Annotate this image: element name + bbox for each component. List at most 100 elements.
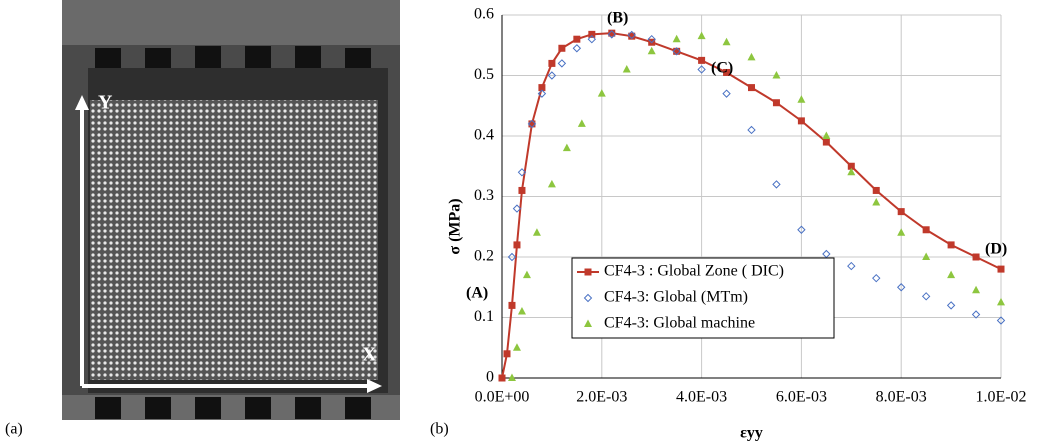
data-point	[562, 143, 571, 152]
data-point	[627, 30, 636, 40]
x-axis-label: εyy	[740, 425, 763, 442]
data-point	[922, 226, 930, 234]
data-point	[513, 241, 521, 249]
data-point	[896, 283, 906, 292]
data-point	[527, 119, 537, 129]
x-tick-label: 1.0E-02	[975, 389, 1026, 406]
data-point	[507, 252, 517, 262]
data-point	[522, 270, 531, 279]
data-point	[572, 44, 582, 53]
data-point	[972, 285, 981, 294]
data-point	[822, 138, 830, 146]
legend-marker	[584, 268, 592, 276]
data-point	[587, 34, 597, 44]
x-tick-label: 4.0E-03	[676, 389, 727, 406]
data-point	[847, 261, 856, 271]
data-point	[872, 186, 880, 194]
data-point	[588, 30, 596, 38]
data-point	[548, 59, 556, 67]
data-point	[573, 35, 581, 43]
data-point	[797, 225, 806, 234]
data-point	[537, 89, 547, 98]
data-point	[947, 270, 956, 279]
data-point	[672, 34, 681, 43]
data-point	[772, 180, 781, 189]
data-point	[847, 167, 856, 176]
series-line	[501, 32, 1002, 379]
data-point	[538, 84, 546, 92]
data-point	[947, 241, 955, 249]
data-point	[722, 89, 731, 98]
data-point	[697, 31, 706, 40]
x-tick-label: 0.0E+00	[475, 389, 530, 406]
annotation: (B)	[607, 10, 628, 27]
y-axis-label: σ (MPa)	[447, 198, 464, 254]
photo-axis-label: Y	[98, 92, 113, 114]
x-tick-label: 2.0E-03	[576, 389, 627, 406]
legend-label: CF4-3: Global (MTm)	[604, 289, 748, 306]
data-point	[946, 301, 956, 310]
photo-axis-label: X	[362, 344, 377, 366]
data-point	[748, 84, 755, 92]
data-point	[647, 46, 656, 55]
data-point	[698, 56, 706, 64]
data-point	[498, 374, 506, 382]
y-tick-label: 0.1	[474, 308, 494, 325]
data-point	[622, 64, 631, 73]
data-point	[608, 29, 616, 37]
data-point	[723, 68, 731, 76]
data-point	[872, 273, 881, 283]
data-point	[872, 198, 881, 206]
data-point	[557, 59, 567, 68]
data-point	[672, 47, 681, 56]
data-point	[772, 71, 781, 79]
annotation: (D)	[985, 241, 1007, 258]
data-point	[507, 373, 516, 381]
data-point	[597, 89, 606, 97]
data-point	[673, 47, 681, 55]
data-point	[772, 99, 780, 107]
data-point	[518, 186, 526, 194]
y-tick-label: 0.3	[474, 187, 494, 204]
data-point	[897, 208, 905, 216]
data-point	[547, 71, 557, 80]
data-point	[508, 301, 516, 309]
legend-marker	[583, 293, 593, 303]
legend-label: CF4-3 : Global Zone ( DIC)	[604, 263, 784, 280]
data-point	[722, 37, 731, 46]
x-tick-label: 6.0E-03	[776, 389, 827, 406]
data-point	[921, 292, 931, 301]
legend-label: CF4-3: Global machine	[604, 315, 755, 332]
data-point	[822, 131, 831, 139]
data-point	[972, 253, 980, 261]
data-point	[547, 179, 556, 188]
data-point	[997, 297, 1005, 306]
y-tick-label: 0.4	[474, 127, 494, 144]
data-point	[797, 95, 806, 103]
data-point	[822, 249, 831, 259]
legend-box	[571, 257, 835, 339]
panel-label: (a)	[5, 421, 23, 438]
data-point	[797, 117, 805, 125]
data-point	[517, 168, 527, 177]
data-point	[996, 316, 1006, 325]
legend-marker	[584, 319, 592, 327]
data-point	[922, 252, 931, 260]
annotation: (C)	[711, 60, 733, 77]
specimen-photo	[62, 0, 400, 420]
panel-label: (b)	[430, 421, 449, 438]
data-point	[971, 310, 981, 319]
data-point	[517, 306, 526, 315]
data-point	[747, 52, 756, 61]
data-point	[532, 228, 541, 236]
annotation: (A)	[466, 285, 488, 302]
y-tick-label: 0	[486, 369, 494, 386]
data-point	[897, 228, 906, 236]
data-point	[747, 125, 756, 135]
data-point	[647, 34, 656, 44]
x-tick-label: 8.0E-03	[876, 389, 927, 406]
data-point	[847, 162, 855, 170]
y-tick-label: 0.5	[474, 66, 494, 83]
y-tick-label: 0.6	[474, 6, 494, 23]
